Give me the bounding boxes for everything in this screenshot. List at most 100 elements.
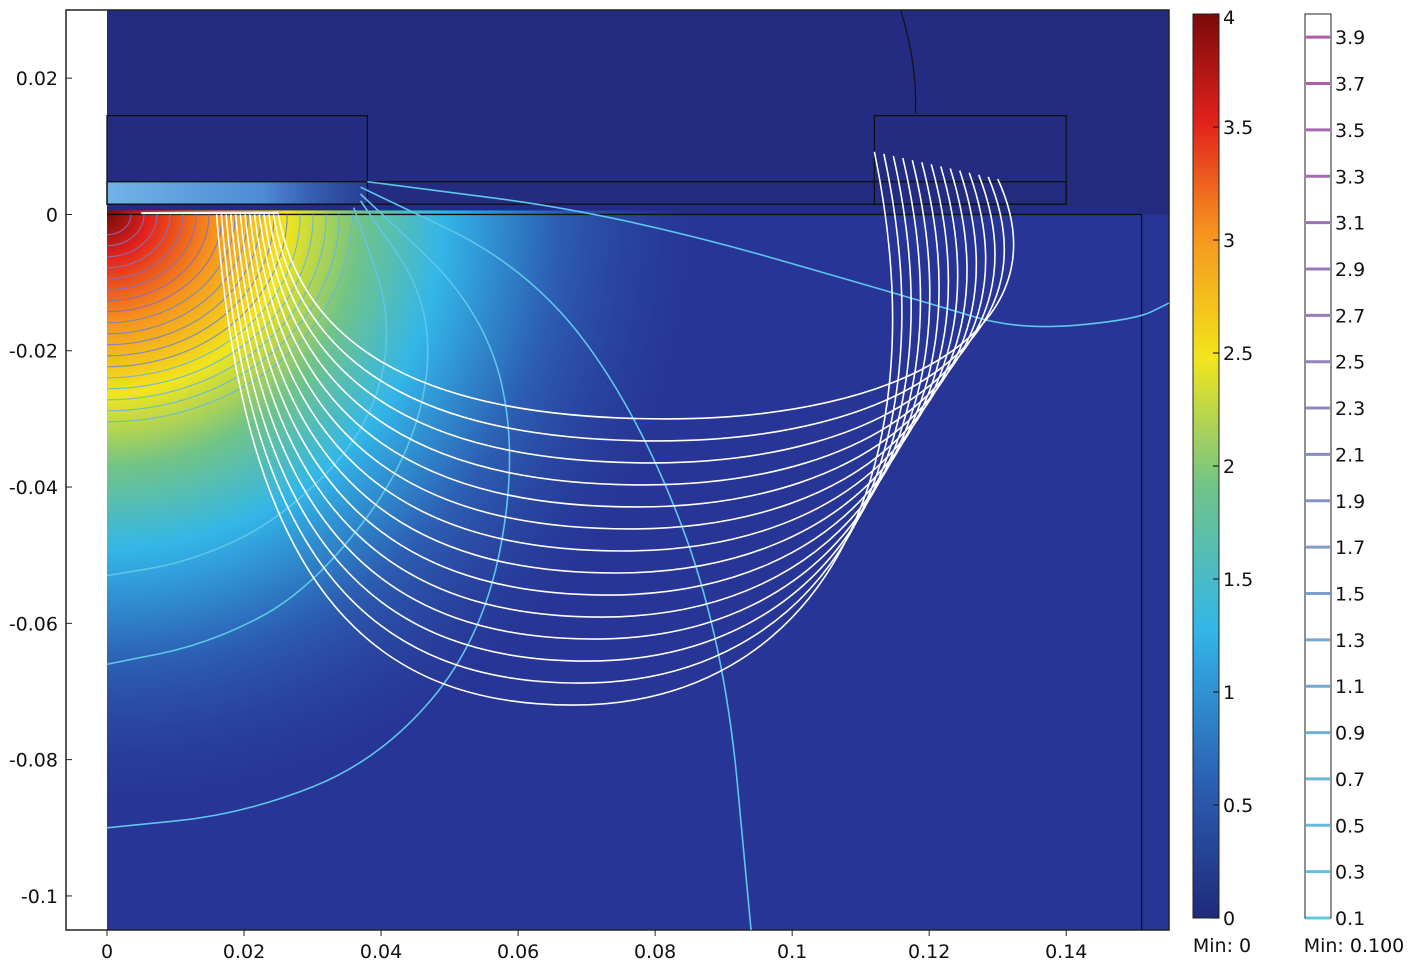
field-gradient xyxy=(107,210,707,930)
contour-level-label: 0.9 xyxy=(1335,723,1365,745)
y-tick: -0.02 xyxy=(9,341,72,363)
y-tick: 0.02 xyxy=(16,68,72,90)
y-tick: -0.1 xyxy=(21,886,72,908)
contour-legend-levels: 3.9 3.7 3.5 3.3 3.1 2.9 2.7 2.5 2.3 2.1 1.9 1.7 1.5 1… xyxy=(1306,27,1365,930)
upper-arc-outline xyxy=(900,9,917,114)
streamline xyxy=(277,178,1015,420)
contour-level-label: 3.3 xyxy=(1335,166,1365,188)
x-tick: 0 xyxy=(101,930,113,962)
contour-line xyxy=(360,186,752,931)
inner-contour-arc xyxy=(106,214,197,291)
x-tick-label: 0.06 xyxy=(497,941,539,962)
colorbar-tick-label: 3.5 xyxy=(1223,117,1253,139)
x-tick-label: 0.04 xyxy=(360,941,402,962)
colorbar-tick-label: 2 xyxy=(1223,456,1235,478)
left-white-strip xyxy=(66,10,107,930)
y-tick-label: 0 xyxy=(46,204,58,226)
x-tick-label: 0.14 xyxy=(1045,941,1087,962)
contour-legend-box xyxy=(1304,13,1332,919)
plot-area xyxy=(65,9,1170,931)
x-tick-label: 0.08 xyxy=(634,941,676,962)
streamline xyxy=(263,172,987,486)
inner-contour-arc xyxy=(106,214,353,423)
x-tick: 0.1 xyxy=(777,930,807,962)
contour-level-label: 1.5 xyxy=(1335,583,1365,605)
contour-level-label: 3.1 xyxy=(1335,213,1365,235)
contour-legend: 3.9 3.7 3.5 3.3 3.1 2.9 2.7 2.5 2.3 2.1 1.9 1.7 1.5 1… xyxy=(1304,13,1405,957)
contour-level-label: 1.7 xyxy=(1335,537,1365,559)
streamline xyxy=(258,170,978,508)
inner-contour-arc xyxy=(106,214,327,401)
colorbar-tick-label: 0 xyxy=(1223,908,1235,930)
contour-level-label: 2.3 xyxy=(1335,398,1365,420)
colorbar-tick-label: 4 xyxy=(1223,7,1235,29)
contour-line xyxy=(106,193,511,829)
y-tick: -0.08 xyxy=(9,750,72,772)
upper-domain xyxy=(107,10,1169,215)
contour-level-label: 3.7 xyxy=(1335,74,1365,96)
colorbar-tick-label: 2.5 xyxy=(1223,343,1253,365)
inner-contour-arc xyxy=(106,214,171,269)
streamline xyxy=(234,159,931,618)
y-tick: 0 xyxy=(46,204,72,226)
contour-level-label: 0.1 xyxy=(1335,908,1365,930)
colorbar-ticks: 0 0.5 1 1.5 2 2.5 3 3.5 4 xyxy=(1213,7,1253,930)
inner-contour-arc xyxy=(106,214,249,335)
colorbar-tick-label: 0.5 xyxy=(1223,795,1253,817)
contour-level-label: 2.1 xyxy=(1335,444,1365,466)
x-tick: 0.12 xyxy=(908,930,950,962)
inner-contour-arc xyxy=(106,214,158,258)
streamlines xyxy=(141,151,1015,706)
contour-level-label: 0.3 xyxy=(1335,862,1365,884)
y-axis: 0.02 0 -0.02 -0.04 -0.06 -0.08 -0.1 xyxy=(9,68,72,908)
colorbar-tick-label: 3 xyxy=(1223,230,1235,252)
contour-line xyxy=(106,200,429,666)
domain-geometry xyxy=(106,9,1143,930)
half-space-outline xyxy=(107,213,1143,930)
streamline xyxy=(249,166,959,552)
y-tick-label: -0.04 xyxy=(9,477,58,499)
thin-layer-outline xyxy=(106,181,1067,205)
thin-layer-fill xyxy=(107,181,368,205)
colorbar-min-label: Min: 0 xyxy=(1193,935,1251,957)
contour-level-label: 1.9 xyxy=(1335,491,1365,513)
contour-level-label: 1.1 xyxy=(1335,676,1365,698)
y-tick-label: -0.06 xyxy=(9,613,58,635)
x-tick: 0.04 xyxy=(360,930,402,962)
contour-level-label: 2.9 xyxy=(1335,259,1365,281)
x-tick: 0.14 xyxy=(1045,930,1087,962)
contour-level-label: 1.3 xyxy=(1335,630,1365,652)
x-tick-label: 0.02 xyxy=(223,941,265,962)
inner-contour-arc xyxy=(106,214,301,379)
x-tick: 0.02 xyxy=(223,930,265,962)
y-tick-label: -0.02 xyxy=(9,341,58,363)
streamline xyxy=(244,164,950,574)
contour-level-label: 0.7 xyxy=(1335,769,1365,791)
streamline xyxy=(272,176,1006,442)
inner-contour-arc xyxy=(106,214,184,280)
streamline xyxy=(268,174,996,464)
y-tick: -0.06 xyxy=(9,613,72,635)
y-tick-label: -0.1 xyxy=(21,886,58,908)
x-tick-label: 0 xyxy=(101,941,113,962)
inner-contour-arc xyxy=(106,214,236,324)
inner-contour-arc xyxy=(106,214,262,346)
inner-contour-arc xyxy=(106,214,314,390)
x-tick-label: 0.12 xyxy=(908,941,950,962)
y-tick: -0.04 xyxy=(9,477,72,499)
contour-level-label: 3.9 xyxy=(1335,27,1365,49)
x-tick-label: 0.1 xyxy=(777,941,807,962)
contour-level-label: 3.5 xyxy=(1335,120,1365,142)
inner-contour-arc xyxy=(106,214,223,313)
contour-line xyxy=(106,207,388,577)
streamline xyxy=(220,153,903,684)
contour-level-label: 2.5 xyxy=(1335,352,1365,374)
contour-legend-min-label: Min: 0.100 xyxy=(1304,935,1405,957)
x-tick: 0.08 xyxy=(634,930,676,962)
y-tick-label: 0.02 xyxy=(16,68,58,90)
contour-lines xyxy=(106,180,1170,931)
inner-contour-arc xyxy=(106,214,340,412)
x-tick: 0.06 xyxy=(497,930,539,962)
colorbar-tick-label: 1.5 xyxy=(1223,569,1253,591)
